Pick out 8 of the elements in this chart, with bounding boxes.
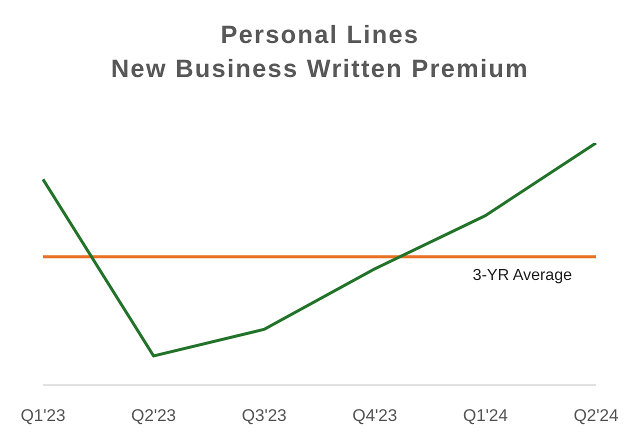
chart-title: Personal Lines New Business Written Premium (110, 20, 530, 85)
ref-line-label: 3-YR Average (472, 267, 572, 284)
x-tick-label: Q2'23 (131, 406, 176, 426)
x-tick-label: Q1'23 (20, 406, 66, 426)
x-tick-label: Q4'23 (352, 406, 398, 426)
x-tick-label: Q3'23 (242, 406, 287, 426)
x-tick-label: Q1'24 (462, 406, 508, 426)
x-tick-label: Q2'24 (574, 406, 618, 426)
